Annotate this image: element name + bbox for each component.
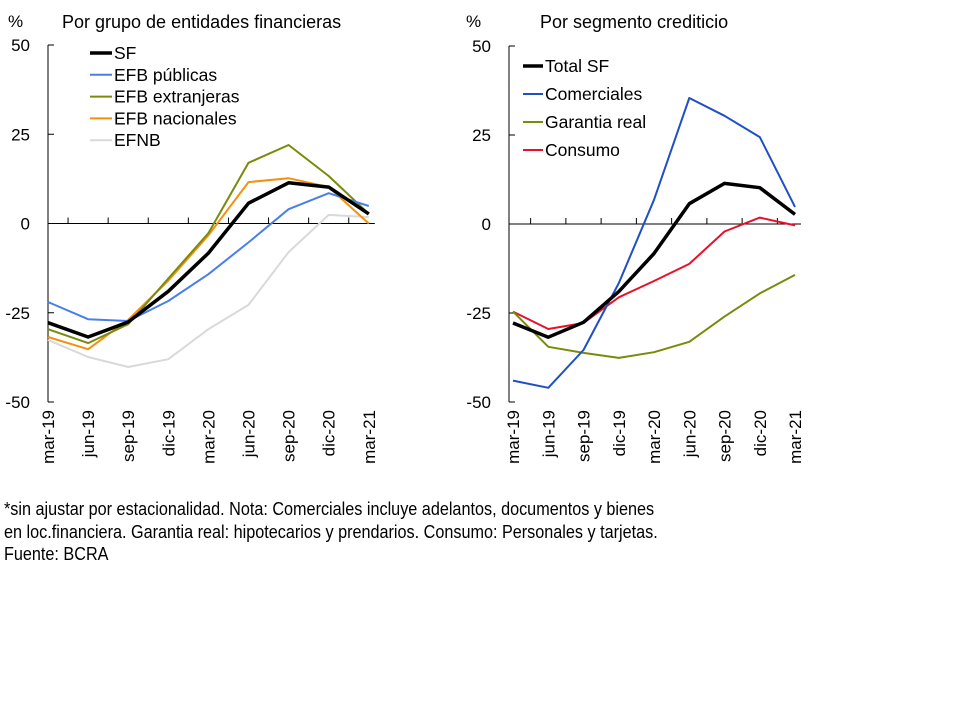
y-tick-label: 0 [482,215,491,234]
y-tick-label: 50 [11,36,30,55]
x-tick-label: dic-19 [159,410,178,456]
series-line-comerciales [512,97,796,389]
x-tick-label: jun-20 [680,410,699,458]
series-line-efb-nacionales [47,177,370,351]
x-tick-label: jun-19 [539,410,558,458]
y-tick-label: -25 [466,304,491,323]
x-tick-label: dic-19 [610,410,629,456]
legend-label: SF [114,43,136,63]
x-tick-label: sep-19 [575,410,594,462]
footnote-line-3: Fuente: BCRA [4,544,109,564]
chart-panel-1: % Por grupo de entidades financieras 50 25 0… [5,12,378,464]
x-tick-label: sep-19 [119,410,138,462]
y-tick-label: -50 [5,393,30,412]
x-tick-label: mar-19 [504,410,523,464]
y-tick-label: 50 [472,37,491,56]
x-tick-label: jun-20 [240,410,259,458]
series-line-efnb [47,213,369,368]
legend-label: EFB nacionales [114,108,237,128]
footnote-line-1: *sin ajustar por estacionalidad. Nota: C… [4,499,655,519]
x-tick-label: mar-20 [199,410,218,464]
legend-label: EFB extranjeras [114,87,240,107]
footnote: *sin ajustar por estacionalidad. Nota: C… [4,498,814,566]
x-tick-label: mar-20 [645,410,664,464]
series-line-consumo [512,216,796,330]
x-tick-label: dic-20 [751,410,770,456]
legend-label: Comerciales [545,84,642,104]
x-tick-label: mar-19 [39,410,58,464]
series-line-efb-extranjeras [47,144,370,345]
legend-label: EFB públicas [114,65,217,85]
legend-label: Total SF [545,56,609,76]
y-tick-label: 0 [21,215,30,234]
y-tick-label: 25 [11,125,30,144]
y-tick-label: -50 [466,393,491,412]
chart-panel-2: % Por segmento crediticio 50 25 0 -25 -50 mar-1… [466,12,805,464]
x-tick-label: dic-20 [320,410,339,456]
y-tick-label: 25 [472,126,491,145]
legend-label: Garantia real [545,112,646,132]
legend-label: Consumo [545,140,620,160]
series-line-garantia-real [512,274,796,359]
y-tick-label: -25 [5,304,30,323]
series-line-sf [47,181,370,339]
y-unit-label: % [8,12,23,31]
x-tick-label: sep-20 [716,410,735,462]
series-line-efb-públicas [47,192,370,322]
legend-label: EFNB [114,130,161,150]
series-line-total-sf [512,181,797,339]
legend: Total SF Comerciales Garantia real Consumo [523,56,646,160]
chart-title: Por grupo de entidades financieras [62,12,341,32]
x-tick-label: mar-21 [360,410,379,464]
x-tick-label: sep-20 [280,410,299,462]
y-unit-label: % [466,12,481,31]
x-tick-label: jun-19 [79,410,98,458]
footnote-line-2: en loc.financiera. Garantia real: hipote… [4,521,658,542]
chart-title: Por segmento crediticio [540,12,728,32]
x-tick-label: mar-21 [786,410,805,464]
